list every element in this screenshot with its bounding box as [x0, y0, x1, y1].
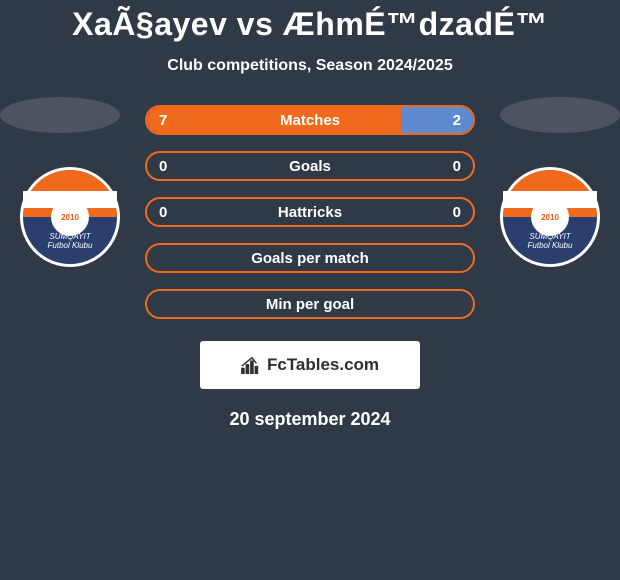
player2-ellipse	[500, 97, 620, 133]
branding-box: FcTables.com	[200, 341, 420, 389]
comparison-area: 2010 SUMQAYITFutbol Klubu 2010 SUMQAYITF…	[0, 105, 620, 430]
player1-club-badge: 2010 SUMQAYITFutbol Klubu	[20, 167, 120, 267]
stat-value-left: 0	[159, 158, 167, 175]
stat-label: Goals	[147, 158, 473, 175]
brand-text: FcTables.com	[267, 355, 379, 375]
stat-bar-goals: 0 Goals 0	[145, 151, 475, 181]
stat-bar-min-per-goal: Min per goal	[145, 289, 475, 319]
stat-value-right: 0	[453, 204, 461, 221]
stat-value-left: 0	[159, 204, 167, 221]
date-text: 20 september 2024	[0, 409, 620, 430]
stat-value-left: 7	[159, 112, 167, 129]
stat-value-right: 0	[453, 158, 461, 175]
stat-bar-hattricks: 0 Hattricks 0	[145, 197, 475, 227]
stat-bar-matches: 7 Matches 2	[145, 105, 475, 135]
player2-club-badge: 2010 SUMQAYITFutbol Klubu	[500, 167, 600, 267]
stat-label: Min per goal	[147, 296, 473, 313]
subtitle: Club competitions, Season 2024/2025	[0, 57, 620, 75]
player1-ellipse	[0, 97, 120, 133]
stat-label: Hattricks	[147, 204, 473, 221]
stat-value-right: 2	[453, 112, 461, 129]
stat-bars: 7 Matches 2 0 Goals 0 0 Hattricks 0 Goal…	[145, 105, 475, 319]
stat-label: Matches	[147, 112, 473, 129]
stat-label: Goals per match	[147, 250, 473, 267]
page-title: XaÃ§ayev vs ÆhmÉ™dzadÉ™	[0, 0, 620, 43]
chart-icon	[241, 356, 261, 374]
stat-bar-goals-per-match: Goals per match	[145, 243, 475, 273]
